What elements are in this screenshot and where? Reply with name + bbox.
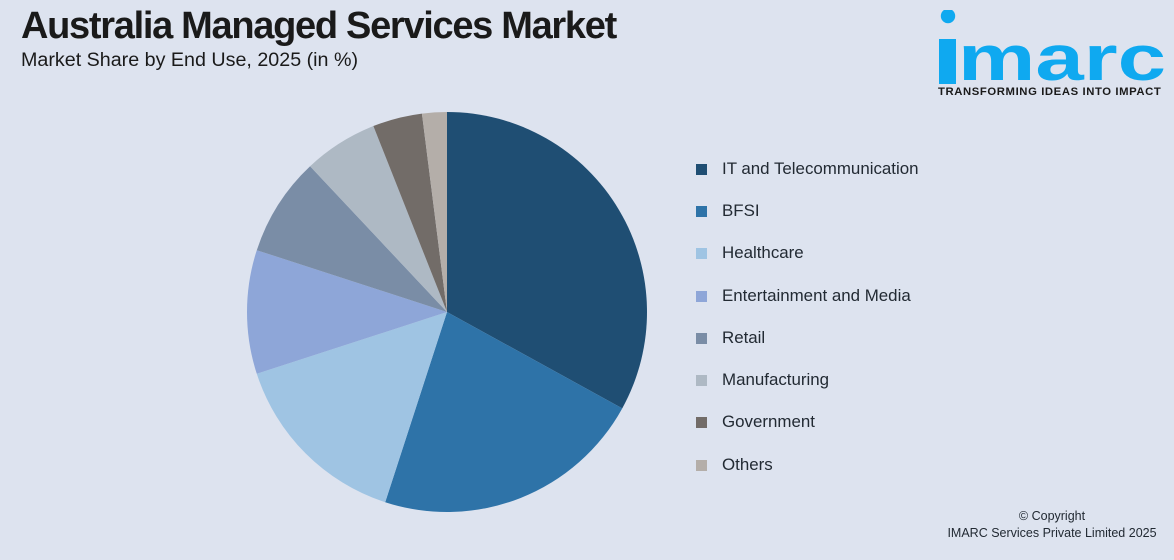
- svg-text:marc: marc: [958, 22, 1166, 94]
